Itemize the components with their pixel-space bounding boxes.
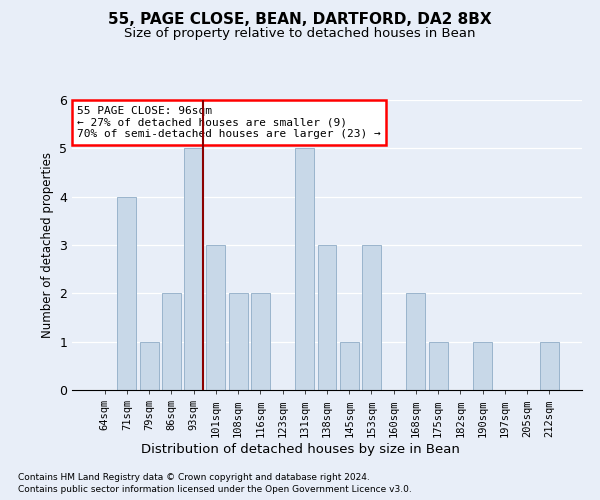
Bar <box>251 294 270 390</box>
Bar <box>317 245 337 390</box>
Text: Contains HM Land Registry data © Crown copyright and database right 2024.: Contains HM Land Registry data © Crown c… <box>18 472 370 482</box>
Text: 55 PAGE CLOSE: 96sqm
← 27% of detached houses are smaller (9)
70% of semi-detach: 55 PAGE CLOSE: 96sqm ← 27% of detached h… <box>77 106 381 139</box>
Text: 55, PAGE CLOSE, BEAN, DARTFORD, DA2 8BX: 55, PAGE CLOSE, BEAN, DARTFORD, DA2 8BX <box>108 12 492 28</box>
Bar <box>340 342 359 390</box>
Bar <box>362 245 381 390</box>
Bar <box>406 294 425 390</box>
Bar <box>162 294 181 390</box>
Bar <box>295 148 314 390</box>
Bar <box>118 196 136 390</box>
Bar <box>140 342 158 390</box>
Text: Distribution of detached houses by size in Bean: Distribution of detached houses by size … <box>140 442 460 456</box>
Text: Contains public sector information licensed under the Open Government Licence v3: Contains public sector information licen… <box>18 485 412 494</box>
Bar <box>206 245 225 390</box>
Bar <box>473 342 492 390</box>
Bar <box>184 148 203 390</box>
Bar <box>229 294 248 390</box>
Bar <box>429 342 448 390</box>
Text: Size of property relative to detached houses in Bean: Size of property relative to detached ho… <box>124 28 476 40</box>
Y-axis label: Number of detached properties: Number of detached properties <box>41 152 53 338</box>
Bar <box>540 342 559 390</box>
